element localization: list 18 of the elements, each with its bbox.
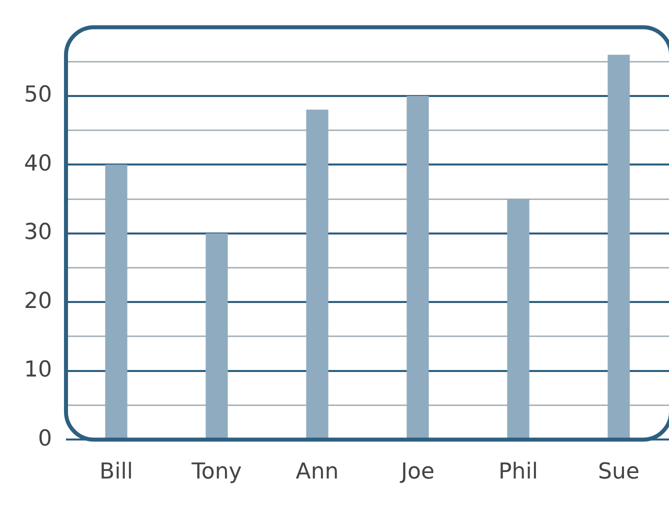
bar <box>105 164 128 439</box>
x-tick-label: Sue <box>598 460 640 485</box>
bar <box>507 199 530 439</box>
bar <box>206 233 228 439</box>
y-tick-label: 0 <box>38 426 52 452</box>
y-tick-label: 20 <box>24 288 52 314</box>
y-tick-label: 10 <box>24 358 52 383</box>
y-tick-label: 30 <box>24 220 52 246</box>
x-tick-label: Joe <box>399 460 434 485</box>
bar <box>608 54 630 439</box>
x-tick-label: Tony <box>190 460 242 485</box>
y-tick-label: 40 <box>24 151 52 176</box>
bar <box>306 110 328 439</box>
x-tick-label: Ann <box>296 460 339 485</box>
x-tick-label: Bill <box>100 460 133 485</box>
bar <box>406 96 429 439</box>
y-tick-label: 50 <box>24 82 52 108</box>
x-tick-label: Phil <box>498 460 538 485</box>
